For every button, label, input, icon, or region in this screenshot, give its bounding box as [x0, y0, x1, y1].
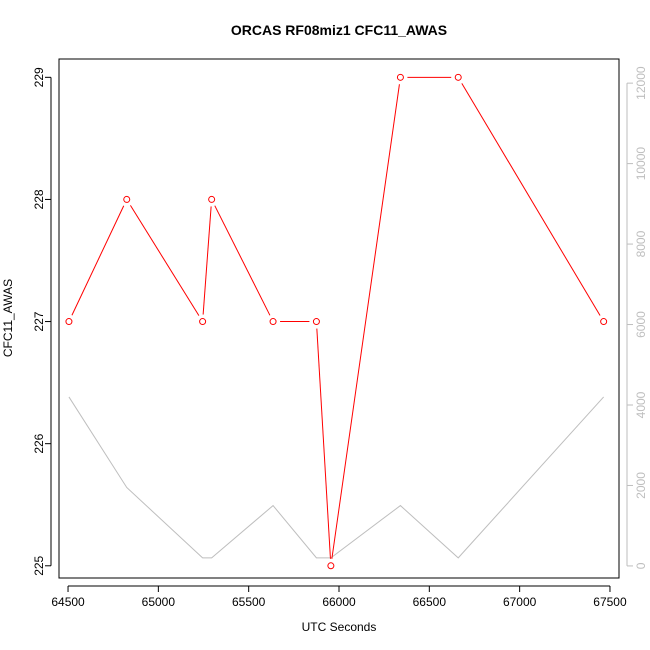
series-line-segment	[331, 84, 400, 559]
series-point	[312, 318, 320, 326]
y2-tick-label: 10000	[634, 147, 648, 181]
y-tick-label: 227	[32, 311, 46, 331]
series-line-segment	[71, 205, 125, 316]
x-tick-label: 66500	[413, 595, 447, 609]
series-line-segment	[461, 83, 601, 316]
series-point	[208, 195, 216, 203]
series-point	[600, 318, 608, 326]
y2-tick-label: 2000	[634, 472, 648, 499]
series-layer	[65, 73, 608, 570]
y-tick-label: 226	[32, 433, 46, 453]
series-point	[65, 318, 73, 326]
series-line-segment	[316, 328, 331, 559]
y-tick-label: 228	[32, 189, 46, 209]
series-line	[68, 396, 605, 559]
y2-tick-label: 12000	[634, 66, 648, 100]
series-line-segment	[130, 205, 200, 316]
series-point	[123, 195, 131, 203]
y2-tick-label: 0	[634, 562, 648, 569]
series-point	[454, 73, 462, 81]
x-tick-label: 67000	[503, 595, 537, 609]
y2-tick-label: 4000	[634, 391, 648, 418]
series-point	[199, 318, 207, 326]
series-point	[327, 562, 335, 570]
y-tick-label: 229	[32, 67, 46, 87]
y2-tick-label: 8000	[634, 230, 648, 257]
y-tick-label: 225	[32, 555, 46, 575]
x-tick-label: 65000	[142, 595, 176, 609]
y-axis-label: CFC11_AWAS	[1, 279, 15, 357]
y2-axis: 0 2000 4000 6000 8000 10000 12000	[626, 66, 648, 569]
x-axis-label: UTC Seconds	[302, 620, 377, 634]
chart-title: ORCAS RF08miz1 CFC11_AWAS	[231, 22, 447, 38]
x-tick-label: 64500	[51, 595, 85, 609]
series-point	[269, 318, 277, 326]
x-axis: 64500 65000 65500 66000 66500 67000 67500	[51, 585, 627, 609]
x-tick-label: 67500	[593, 595, 627, 609]
x-tick-label: 65500	[232, 595, 266, 609]
x-tick-label: 66000	[322, 595, 356, 609]
y2-tick-label: 6000	[634, 311, 648, 338]
plot-frame	[58, 58, 620, 579]
series-point	[396, 73, 404, 81]
series-line-segment	[202, 206, 212, 315]
series-line-segment	[214, 205, 271, 316]
y-axis: 225 226 227 228 229	[32, 67, 52, 576]
